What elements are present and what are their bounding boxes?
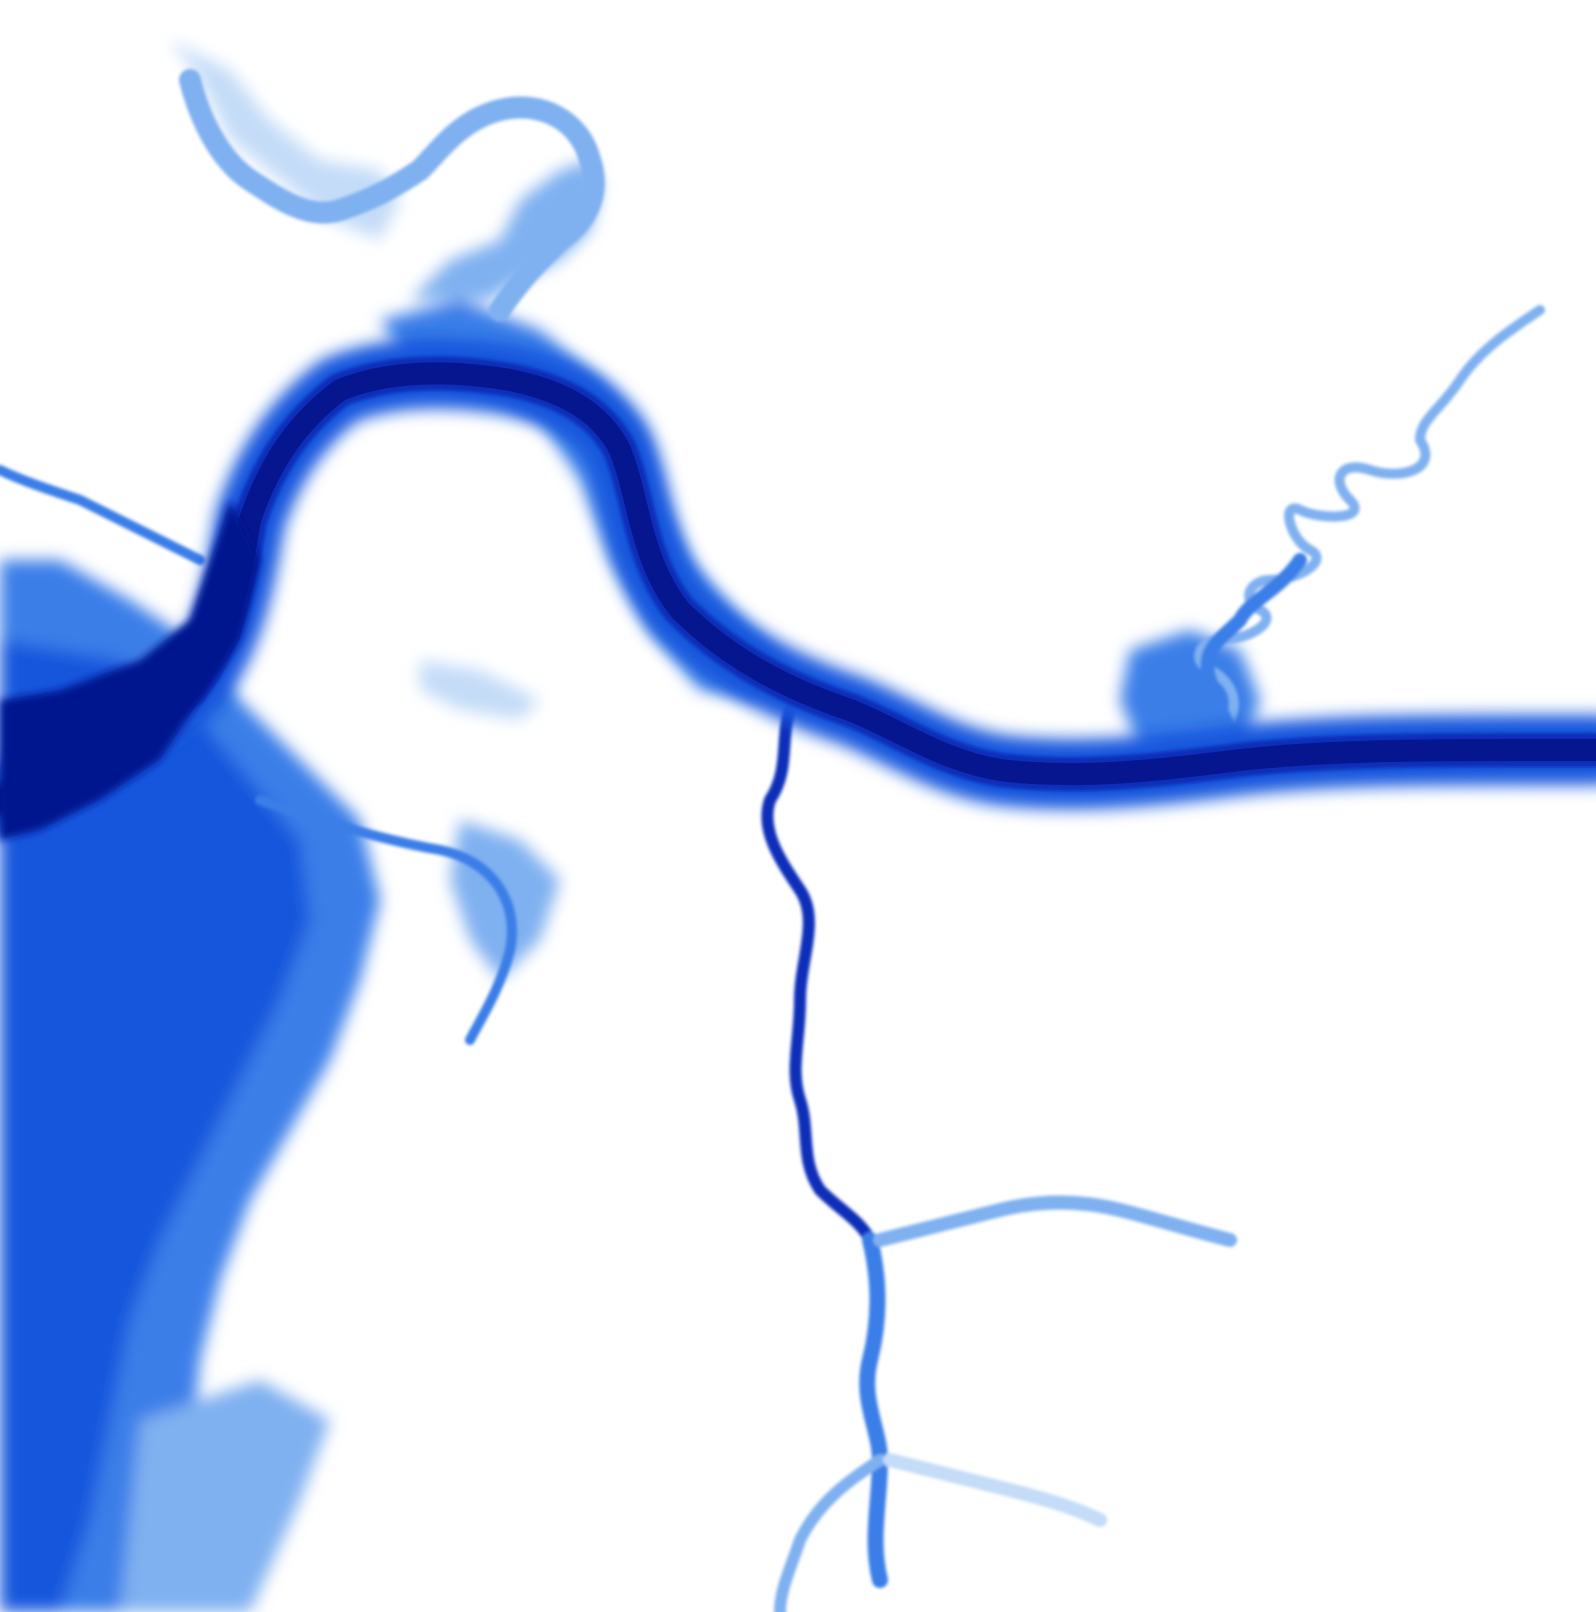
- ne-tributary: [1194, 305, 1545, 725]
- south-sw-branch: [774, 1454, 886, 1612]
- south-east-branch: [873, 1195, 1237, 1247]
- south-se-branch: [883, 1453, 1107, 1527]
- ne-tributary-lower: [1200, 553, 1307, 757]
- west-upper-tributary: [0, 465, 205, 565]
- mid-west-tributary: [255, 795, 517, 1045]
- left-lower-floodplain: [120, 1380, 330, 1612]
- south-branch: [761, 704, 876, 1246]
- upper-loop-floodplain: [410, 160, 600, 300]
- floodplain-layer: [0, 40, 1260, 1612]
- south-branch-lower: [859, 1232, 888, 1588]
- upper-left-light: [170, 40, 400, 240]
- main-channel-layer: [0, 338, 1596, 840]
- mid-light-patch: [420, 660, 540, 720]
- loop-tributary: [179, 69, 605, 321]
- tributaries-layer: [0, 69, 1545, 1612]
- west-deep-pool: [0, 500, 260, 840]
- left-floodplain-inner: [0, 640, 310, 1612]
